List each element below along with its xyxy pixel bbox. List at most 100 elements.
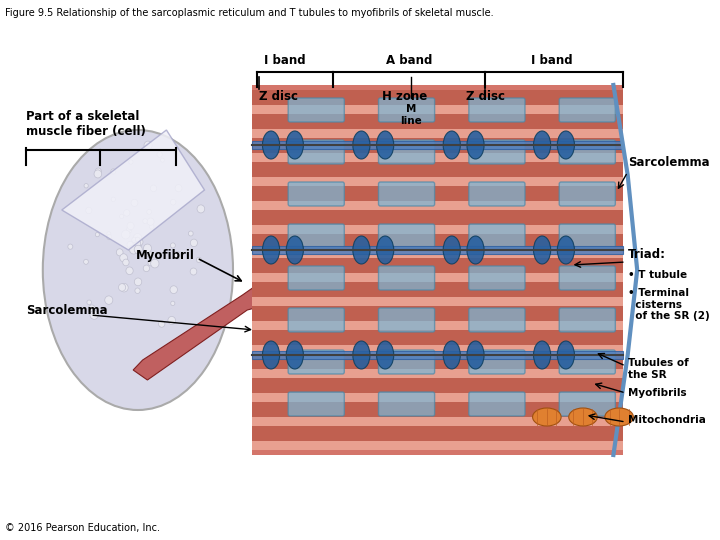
Ellipse shape <box>135 278 142 286</box>
Text: I band: I band <box>531 54 572 67</box>
Bar <box>252 321 623 330</box>
Ellipse shape <box>175 185 182 192</box>
Text: Part of a skeletal
muscle fiber (cell): Part of a skeletal muscle fiber (cell) <box>26 110 145 138</box>
Ellipse shape <box>133 233 142 242</box>
Ellipse shape <box>353 131 370 159</box>
Bar <box>252 141 623 149</box>
Text: Myofibril: Myofibril <box>136 248 195 261</box>
Ellipse shape <box>287 131 303 159</box>
Ellipse shape <box>135 288 140 293</box>
Ellipse shape <box>444 131 460 159</box>
Ellipse shape <box>147 252 153 258</box>
Ellipse shape <box>467 236 484 264</box>
Ellipse shape <box>131 199 138 206</box>
Ellipse shape <box>88 305 96 313</box>
Ellipse shape <box>569 408 598 426</box>
Ellipse shape <box>150 185 157 192</box>
Ellipse shape <box>353 236 370 264</box>
FancyBboxPatch shape <box>379 140 435 164</box>
Bar <box>252 426 623 441</box>
Bar <box>252 162 623 177</box>
FancyBboxPatch shape <box>559 350 616 374</box>
Ellipse shape <box>467 341 484 369</box>
Ellipse shape <box>143 219 148 224</box>
Ellipse shape <box>90 310 99 319</box>
Text: M
line: M line <box>400 104 422 126</box>
FancyBboxPatch shape <box>288 182 344 206</box>
FancyBboxPatch shape <box>469 182 525 206</box>
Ellipse shape <box>42 130 233 410</box>
Ellipse shape <box>263 236 279 264</box>
Bar <box>252 282 623 297</box>
Ellipse shape <box>605 408 634 426</box>
Ellipse shape <box>533 408 561 426</box>
Ellipse shape <box>122 230 130 239</box>
FancyBboxPatch shape <box>559 98 616 122</box>
Bar <box>252 153 623 162</box>
Ellipse shape <box>148 260 153 266</box>
Ellipse shape <box>534 341 551 369</box>
Ellipse shape <box>263 131 279 159</box>
FancyBboxPatch shape <box>469 140 525 164</box>
Ellipse shape <box>147 210 151 214</box>
Ellipse shape <box>104 296 113 305</box>
Ellipse shape <box>136 245 141 251</box>
Ellipse shape <box>190 239 197 247</box>
Bar <box>252 201 623 210</box>
Bar <box>252 306 623 321</box>
FancyBboxPatch shape <box>469 224 525 248</box>
Ellipse shape <box>134 240 140 247</box>
Text: Triad:: Triad: <box>628 248 666 261</box>
Ellipse shape <box>127 228 132 233</box>
Ellipse shape <box>127 241 133 248</box>
Bar <box>252 441 623 450</box>
Ellipse shape <box>557 131 575 159</box>
Bar <box>252 90 623 105</box>
FancyBboxPatch shape <box>288 308 344 332</box>
Polygon shape <box>133 285 266 380</box>
Ellipse shape <box>95 233 99 237</box>
Ellipse shape <box>119 284 126 291</box>
Bar <box>252 369 623 378</box>
Ellipse shape <box>129 160 133 164</box>
FancyBboxPatch shape <box>559 266 616 290</box>
Ellipse shape <box>136 239 143 246</box>
Ellipse shape <box>287 236 303 264</box>
FancyBboxPatch shape <box>379 98 435 122</box>
Ellipse shape <box>132 237 137 242</box>
Ellipse shape <box>171 199 176 205</box>
FancyBboxPatch shape <box>559 392 616 416</box>
Ellipse shape <box>174 252 181 259</box>
Bar <box>252 225 623 234</box>
FancyBboxPatch shape <box>288 140 344 164</box>
Polygon shape <box>62 130 204 250</box>
Ellipse shape <box>124 210 130 216</box>
Ellipse shape <box>107 232 111 236</box>
FancyBboxPatch shape <box>288 266 344 290</box>
Ellipse shape <box>287 341 303 369</box>
Ellipse shape <box>134 245 143 254</box>
Bar <box>252 234 623 249</box>
Ellipse shape <box>143 244 151 253</box>
Ellipse shape <box>136 241 142 247</box>
Bar <box>252 210 623 225</box>
Ellipse shape <box>377 341 394 369</box>
Ellipse shape <box>444 341 460 369</box>
Ellipse shape <box>135 237 140 242</box>
Ellipse shape <box>86 207 92 214</box>
FancyBboxPatch shape <box>469 308 525 332</box>
Ellipse shape <box>84 259 89 264</box>
Ellipse shape <box>158 321 165 327</box>
Ellipse shape <box>127 227 131 231</box>
Text: Sarcolemma: Sarcolemma <box>26 303 107 316</box>
Bar <box>252 354 623 369</box>
FancyBboxPatch shape <box>288 98 344 122</box>
Ellipse shape <box>126 267 133 274</box>
Ellipse shape <box>190 268 197 275</box>
Ellipse shape <box>120 284 128 292</box>
FancyBboxPatch shape <box>379 224 435 248</box>
Bar <box>252 351 623 359</box>
Ellipse shape <box>135 237 140 242</box>
FancyBboxPatch shape <box>559 140 616 164</box>
Ellipse shape <box>95 168 102 174</box>
